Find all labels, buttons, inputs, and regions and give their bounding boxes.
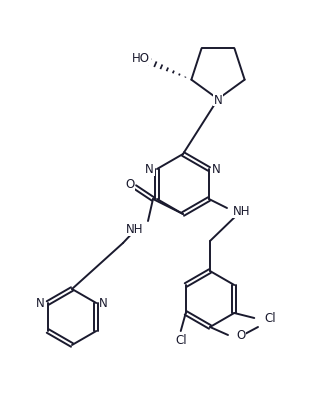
Text: N: N xyxy=(99,297,108,310)
Text: N: N xyxy=(145,163,154,176)
Text: Cl: Cl xyxy=(175,334,187,347)
Text: N: N xyxy=(212,163,221,176)
Text: N: N xyxy=(36,297,45,310)
Text: NH: NH xyxy=(233,205,251,218)
Text: O: O xyxy=(236,329,245,342)
Text: HO: HO xyxy=(133,52,150,65)
Text: Cl: Cl xyxy=(264,312,276,325)
Text: NH: NH xyxy=(126,223,143,236)
Text: O: O xyxy=(125,178,135,191)
Text: N: N xyxy=(214,93,222,106)
